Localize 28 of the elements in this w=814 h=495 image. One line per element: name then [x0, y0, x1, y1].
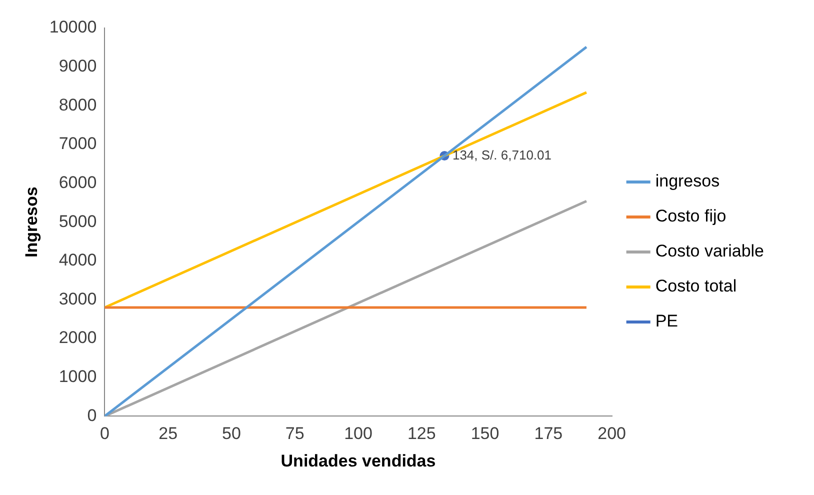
x-tick-label: 25: [158, 424, 178, 444]
x-tick-label: 150: [470, 424, 500, 444]
y-axis-title: Ingresos: [22, 186, 41, 258]
x-tick-label: 0: [100, 424, 110, 444]
legend-label: Costo fijo: [655, 206, 726, 226]
x-tick-label: 200: [598, 424, 626, 444]
y-tick-label: 3000: [58, 289, 97, 308]
annotation: 134, S/. 6,710.01: [452, 147, 552, 162]
y-tick-label: 6000: [58, 172, 97, 192]
x-tick-label: 125: [407, 424, 436, 444]
y-tick-label: 0: [87, 406, 97, 425]
y-tick-label: 4000: [58, 250, 97, 270]
legend-label: Costo total: [655, 276, 737, 296]
x-tick-label: 50: [222, 424, 241, 444]
x-axis-title: Unidades vendidas: [280, 451, 436, 470]
legend-label: ingresos: [655, 172, 720, 191]
y-tick-label: 2000: [58, 328, 97, 348]
x-tick-label: 75: [285, 424, 304, 444]
x-tick-label: 175: [534, 424, 563, 444]
y-tick-label: 7000: [58, 134, 97, 154]
y-tick-label: 8000: [58, 95, 97, 114]
legend-label: PE: [655, 312, 678, 331]
y-tick-label: 9000: [58, 56, 97, 76]
x-tick-label: 100: [344, 424, 372, 444]
y-tick-label: 1000: [58, 367, 97, 386]
y-tick-label: 5000: [58, 212, 97, 231]
legend-label: Costo variable: [655, 242, 764, 261]
y-tick-label: 10000: [49, 18, 97, 37]
